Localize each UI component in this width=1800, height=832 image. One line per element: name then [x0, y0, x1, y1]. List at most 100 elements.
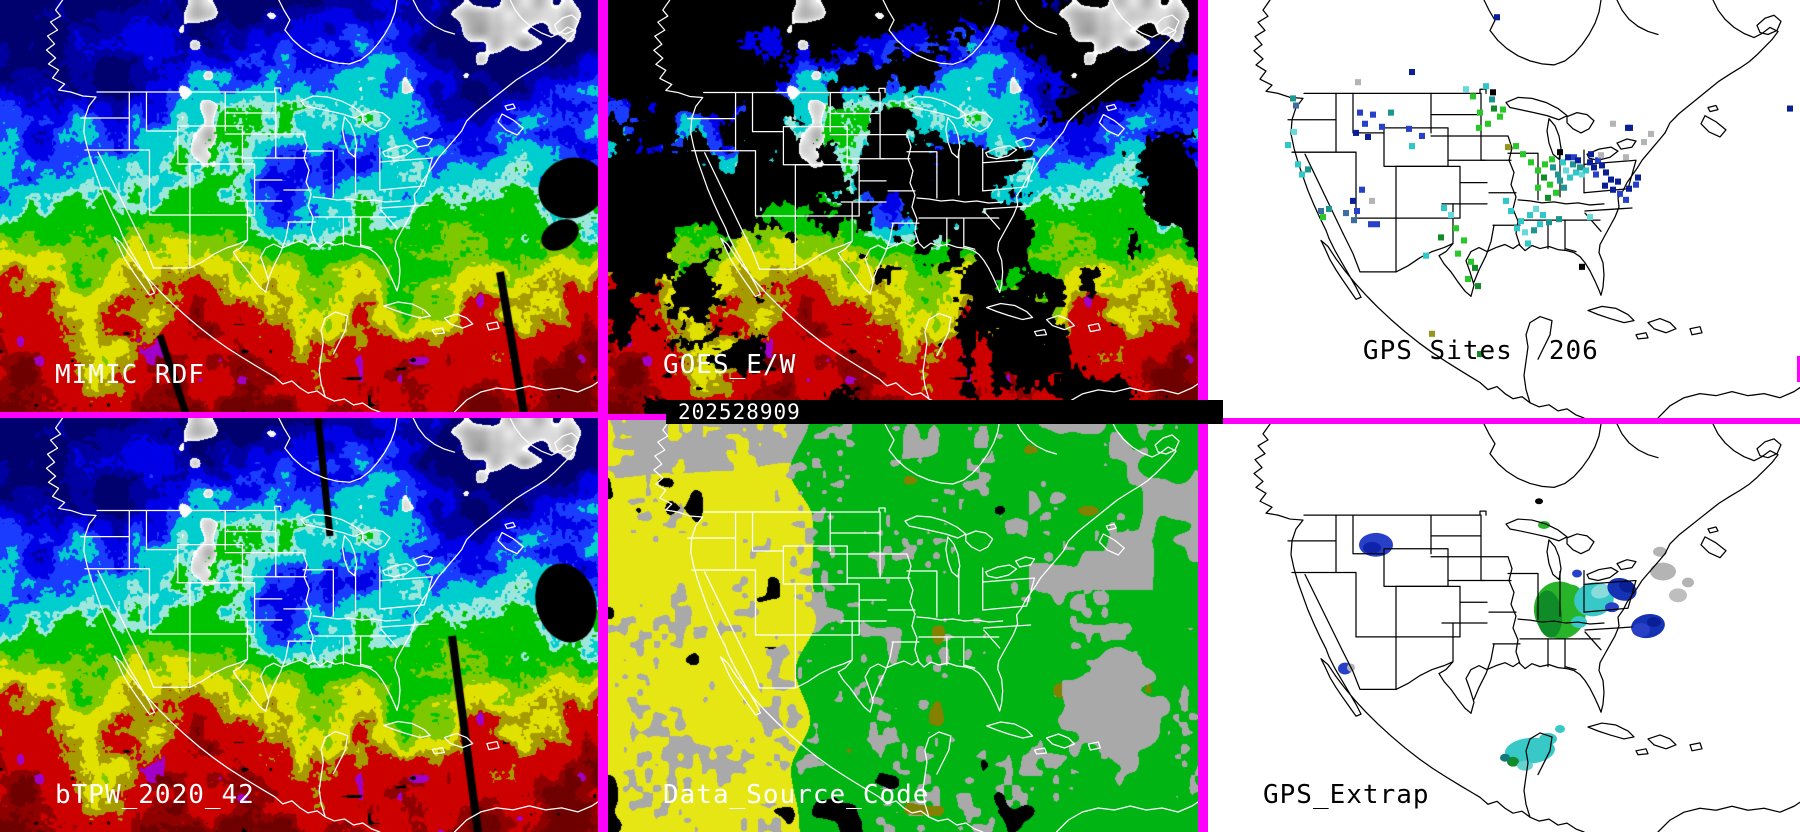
panel-gps-extrap[interactable]: GPS_Extrap [1208, 424, 1800, 832]
gps-site-dot [1549, 156, 1555, 163]
gps-site-dot [1602, 182, 1608, 189]
gps-site-dot [1477, 109, 1483, 116]
map-gps-sites [1253, 0, 1800, 418]
gps-site-dot [1557, 177, 1563, 184]
gps-site-dot [1615, 178, 1621, 185]
gps-site-dot [1575, 157, 1581, 164]
gps-site-dot [1535, 184, 1541, 191]
gps-extrap-blob [1682, 577, 1694, 588]
gps-site-dot [1438, 234, 1444, 241]
gps-site-dot [1299, 171, 1305, 178]
panel-btpw[interactable]: bTPW_2020_42 [0, 418, 598, 832]
gps-site-dot [1528, 159, 1534, 166]
gps-extrap-blob [1647, 617, 1661, 628]
gps-extrap-blob [1650, 562, 1676, 581]
gps-site-dot [1648, 130, 1654, 137]
gps-site-dot [1359, 186, 1365, 193]
gps-site-dot [1318, 207, 1324, 215]
gps-site-dot [1623, 154, 1629, 161]
divider-edge-sliver [1797, 356, 1800, 382]
goes-ew-image [608, 0, 1198, 414]
gps-site-dot [1561, 184, 1567, 191]
gps-site-dot [1461, 237, 1467, 244]
gps-extrap-blob [1653, 546, 1667, 557]
gps-site-dot [1563, 167, 1569, 174]
gps-site-dot [1542, 161, 1548, 168]
gps-site-dot [1489, 96, 1495, 103]
gps-site-dot [1472, 264, 1478, 271]
gps-site-dot [1599, 162, 1605, 169]
gps-site-dot [1603, 169, 1609, 176]
panel-goes-ew[interactable]: GOES_E/W [608, 0, 1198, 414]
gps-site-dot [1305, 166, 1311, 173]
gps-site-dot [1553, 189, 1559, 196]
map-overlay-mimic [45, 0, 598, 412]
gps-site-dot [1326, 205, 1332, 213]
gps-site-dot [1350, 197, 1356, 204]
gps-site-dot [1409, 143, 1415, 150]
gps-site-dot [1470, 93, 1476, 100]
gps-site-dot [1577, 164, 1583, 171]
gps-site-dot [1588, 151, 1594, 158]
gps-extrap-blob [1669, 588, 1687, 603]
btpw-image [0, 418, 598, 832]
gps-site-dot [1423, 252, 1429, 259]
panel-mimic-rdf[interactable]: MIMIC RDF [0, 0, 598, 412]
divider-horizontal-left [0, 412, 598, 418]
gps-extrap-blob [1535, 590, 1563, 638]
map-gps-extrap [1253, 424, 1800, 832]
gps-site-dot [1626, 185, 1632, 192]
panel-data-source-code[interactable]: Data_Source_Code [608, 420, 1198, 832]
gps-site-dot [1595, 157, 1601, 164]
gps-site-dot [1573, 169, 1579, 176]
gps-site-dot [1505, 144, 1511, 151]
panel-label-gps-sites: GPS Sites 206 [1263, 306, 1599, 396]
gps-site-dot [1419, 132, 1425, 139]
gps-site-dot [1635, 174, 1641, 181]
data-source-code-image [608, 420, 1198, 832]
gps-site-dot [1285, 142, 1291, 149]
gps-site-dot [1598, 152, 1604, 159]
gps-site-dot [1468, 258, 1474, 265]
gps-site-dot [1540, 212, 1546, 219]
gps-extrap-blob [1363, 541, 1381, 554]
gps-extrap-blob [1539, 732, 1557, 745]
gps-site-dot [1374, 221, 1380, 228]
gps-extrap-blob [1505, 737, 1555, 764]
map-overlay-btpw [45, 418, 598, 832]
gps-site-dot [1567, 174, 1573, 181]
divider-horizontal-right [1208, 418, 1800, 424]
gps-site-dot [1497, 113, 1503, 120]
gps-site-dot [1485, 120, 1491, 127]
gps-site-dot [1351, 217, 1357, 224]
gps-extrap-blob [1535, 498, 1543, 505]
gps-site-dot [1518, 218, 1524, 225]
gps-sites-count: 206 [1548, 336, 1599, 366]
gps-site-dot [1406, 125, 1412, 132]
gps-site-dot [1357, 109, 1363, 116]
gps-site-dot [1591, 164, 1597, 171]
gps-site-dot [1587, 159, 1593, 166]
gps-site-dot [1291, 128, 1297, 135]
gps-site-dot [1494, 14, 1500, 21]
gps-site-dot [1320, 214, 1326, 221]
gps-site-dot [1448, 212, 1454, 219]
gps-site-dot [1525, 240, 1531, 247]
gps-site-dot [1623, 196, 1629, 203]
gps-site-dot [1491, 105, 1497, 112]
gps-extrap-blob [1507, 756, 1519, 767]
gps-site-dot [1571, 154, 1577, 161]
gps-site-dot [1465, 275, 1471, 283]
map-overlay-data-source [653, 420, 1198, 832]
gps-site-dot [1514, 225, 1520, 232]
gps-site-dot [1627, 124, 1633, 131]
gps-site-dot [1453, 225, 1459, 232]
panel-gps-sites[interactable]: GPS Sites 206 [1208, 0, 1800, 418]
gps-site-dot [1368, 221, 1374, 228]
gps-site-dot [1550, 164, 1556, 171]
gps-site-dot [1483, 83, 1489, 90]
gps-site-dot [1593, 171, 1599, 178]
gps-site-dot [1370, 111, 1376, 118]
gps-site-dot [1545, 194, 1551, 201]
